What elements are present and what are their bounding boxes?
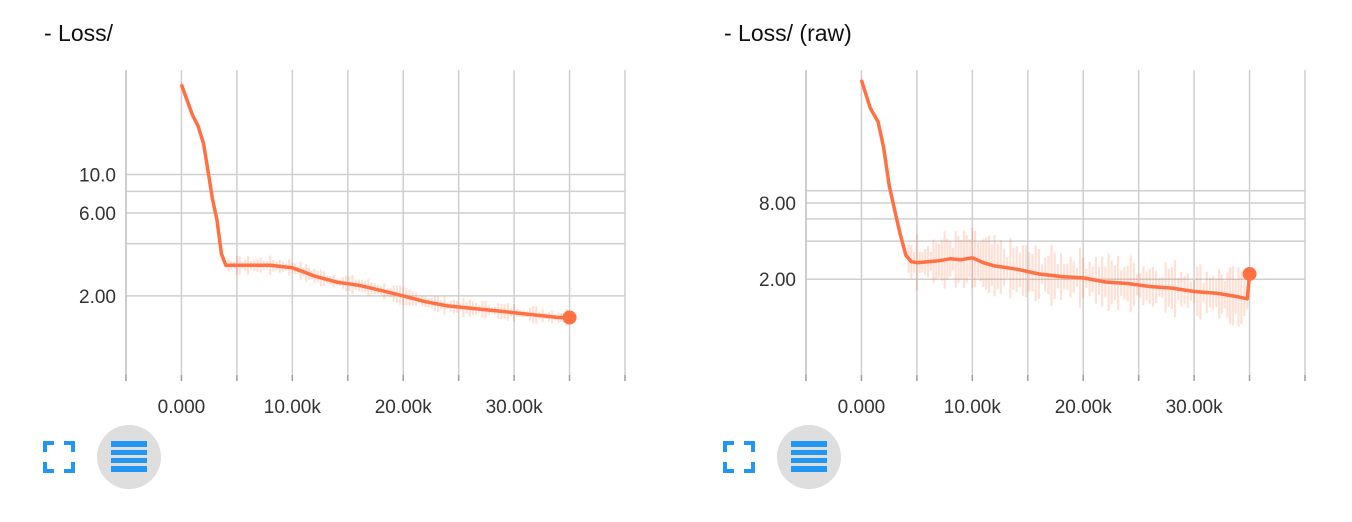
fullscreen-icon [43, 441, 75, 473]
series-end-point [562, 310, 577, 325]
series-line [859, 79, 1252, 301]
y-tick-label: 10.0 [79, 166, 116, 187]
series-line [179, 83, 570, 320]
x-tick-label: 30.00k [486, 397, 544, 418]
x-tick-label: 0.000 [158, 397, 206, 418]
chart-panel-loss: - Loss/ 0.000 10.00k 20.00k 30.00k 10.0 6.00 2… [0, 0, 660, 522]
loss-raw-chart: 0.000 10.00k 20.00k 30.00k 8.00 2.00 [759, 70, 1306, 418]
chart-title: - Loss/ [44, 20, 114, 46]
expand-chart-button[interactable] [42, 440, 76, 474]
toggle-data-table-button[interactable] [97, 425, 161, 489]
list-icon [111, 441, 147, 472]
y-tick-label: 6.00 [79, 204, 116, 225]
toggle-data-table-button[interactable] [777, 425, 841, 489]
x-tick-label: 30.00k [1166, 397, 1224, 418]
series-end-point [1242, 266, 1257, 281]
loss-chart: 0.000 10.00k 20.00k 30.00k 10.0 6.00 2.00 [79, 70, 626, 418]
y-tick-label: 2.00 [759, 270, 796, 291]
chart-panel-loss-raw: - Loss/ (raw) 0.000 10.00k 20.00k 30.00k 8.0… [680, 0, 1340, 522]
list-icon [791, 441, 827, 472]
x-tick-label: 10.00k [264, 397, 322, 418]
x-tick-label: 20.00k [1055, 397, 1113, 418]
grid-lines [806, 70, 1306, 375]
y-tick-label: 8.00 [759, 194, 796, 215]
x-tick-label: 10.00k [944, 397, 1002, 418]
x-tick-label: 0.000 [838, 397, 886, 418]
expand-chart-button[interactable] [722, 440, 756, 474]
y-tick-label: 2.00 [79, 287, 116, 308]
x-tick-label: 20.00k [375, 397, 433, 418]
grid-lines [126, 70, 626, 375]
fullscreen-icon [723, 441, 755, 473]
chart-title: - Loss/ (raw) [724, 20, 852, 46]
